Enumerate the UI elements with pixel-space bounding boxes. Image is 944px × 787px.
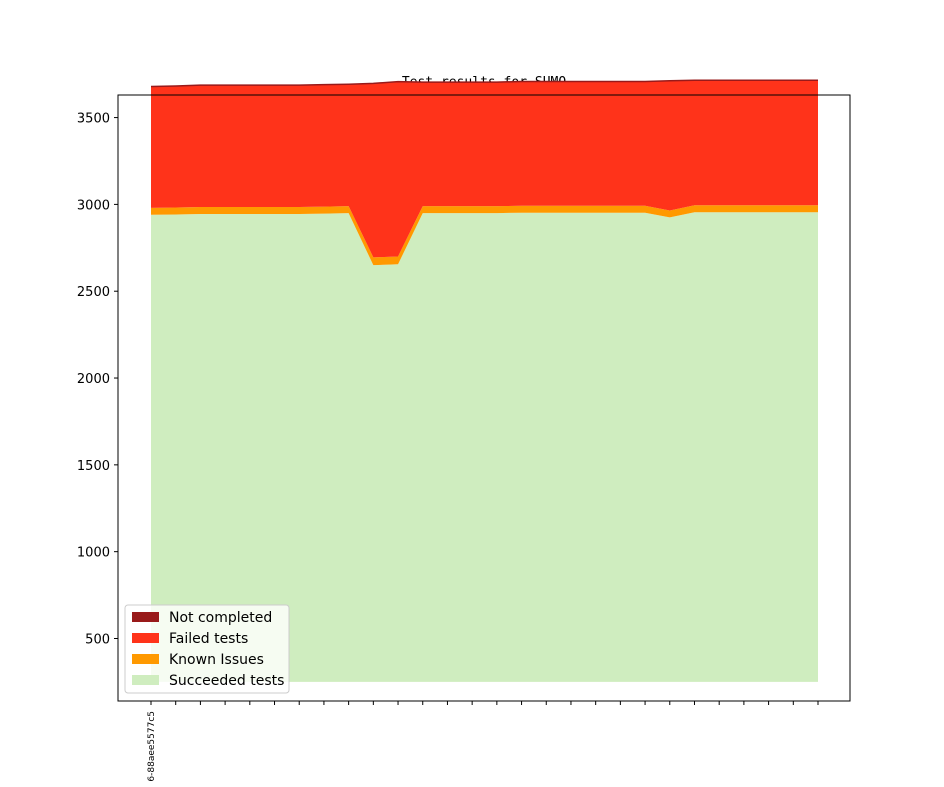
y-tick-label: 3500: [77, 112, 110, 127]
area-top-outline: [150, 79, 818, 88]
legend-swatch-succeeded-tests: [132, 675, 159, 685]
plot-frame: [117, 94, 851, 702]
y-tick-label: 1000: [77, 546, 110, 561]
legend-swatch-failed-tests: [132, 633, 159, 643]
legend-label-succeeded-tests: Succeeded tests: [169, 673, 284, 689]
y-tick-label: 3000: [77, 198, 110, 213]
area-succeeded-tests: [151, 212, 818, 682]
y-tick-label: 2500: [77, 285, 110, 300]
legend-label-failed-tests: Failed tests: [169, 631, 248, 647]
y-tick-label: 500: [85, 632, 110, 647]
y-tick-label: 2000: [77, 372, 110, 387]
x-axis: 6-88aee5577c5: [147, 701, 819, 782]
y-axis: 500 1000 1500 2000 2500 3000 3500: [77, 112, 118, 647]
x-tick-label: 6-88aee5577c5: [147, 711, 157, 782]
legend-label-not-completed: Not completed: [169, 610, 272, 626]
legend: Not completed Failed tests Known Issues Suc…: [124, 604, 290, 694]
area-series-group: [150, 79, 818, 682]
legend-label-known-issues: Known Issues: [169, 652, 264, 668]
legend-swatch-not-completed: [132, 612, 159, 622]
legend-swatch-known-issues: [132, 654, 159, 664]
area-failed-tests: [151, 80, 818, 258]
y-tick-label: 1500: [77, 459, 110, 474]
legend-box: [124, 604, 290, 694]
area-known-issues: [151, 205, 818, 266]
